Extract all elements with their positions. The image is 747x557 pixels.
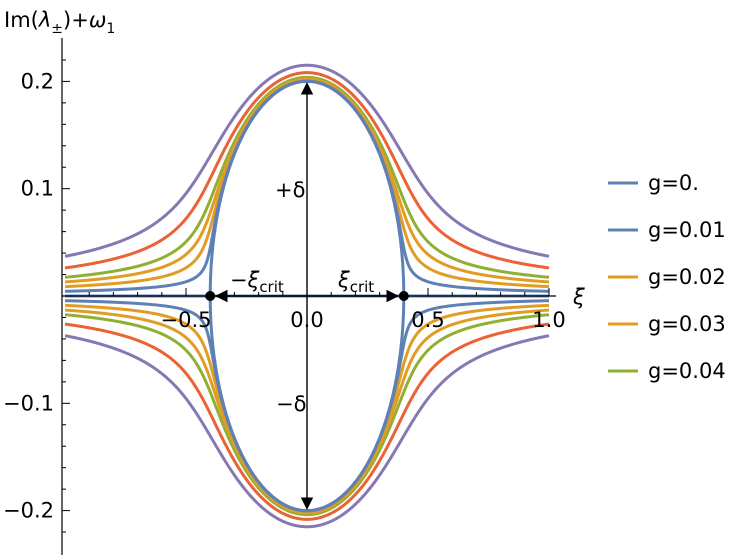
series-4-upper [64, 75, 550, 279]
pos-xi-crit-label: ξcrit [337, 268, 374, 296]
y-tick-label: 0.1 [21, 177, 54, 201]
series-4-lower [64, 313, 550, 517]
legend-label: g=0. [648, 171, 699, 195]
x-axis-label: ξ [572, 285, 585, 309]
neg-xi-crit-label: −ξcrit [230, 268, 284, 296]
minus-delta-label: −δ [276, 392, 306, 416]
legend-label: g=0.02 [648, 265, 726, 289]
plus-delta-label: +δ [275, 178, 305, 202]
extra-curve-0-upper [64, 71, 550, 270]
extra-curve-1-lower [64, 334, 550, 529]
y-tick-label: 0.2 [21, 69, 54, 93]
annotations-layer: +δ −δ −ξcrit ξcrit [205, 82, 409, 510]
x-tick-label: 1.0 [532, 308, 565, 332]
xi-crit-point-right [398, 291, 409, 301]
y-tick-label: −0.1 [3, 391, 54, 415]
legend-label: g=0.03 [648, 312, 726, 336]
extra-curve-1-upper [64, 63, 550, 258]
legend-label: g=0.04 [648, 359, 726, 383]
xi-crit-point-left [205, 291, 216, 301]
x-tick-label: −0.5 [161, 308, 212, 332]
y-axis-label: Im(λ±)+ω1 [4, 8, 115, 37]
extra-curve-0-lower [64, 322, 550, 521]
y-tick-label: −0.2 [3, 499, 54, 523]
legend: g=0. g=0.01 g=0.02 g=0.03 g=0.04 [608, 171, 726, 383]
legend-label: g=0.01 [648, 218, 726, 242]
x-tick-label: 0.5 [411, 308, 444, 332]
